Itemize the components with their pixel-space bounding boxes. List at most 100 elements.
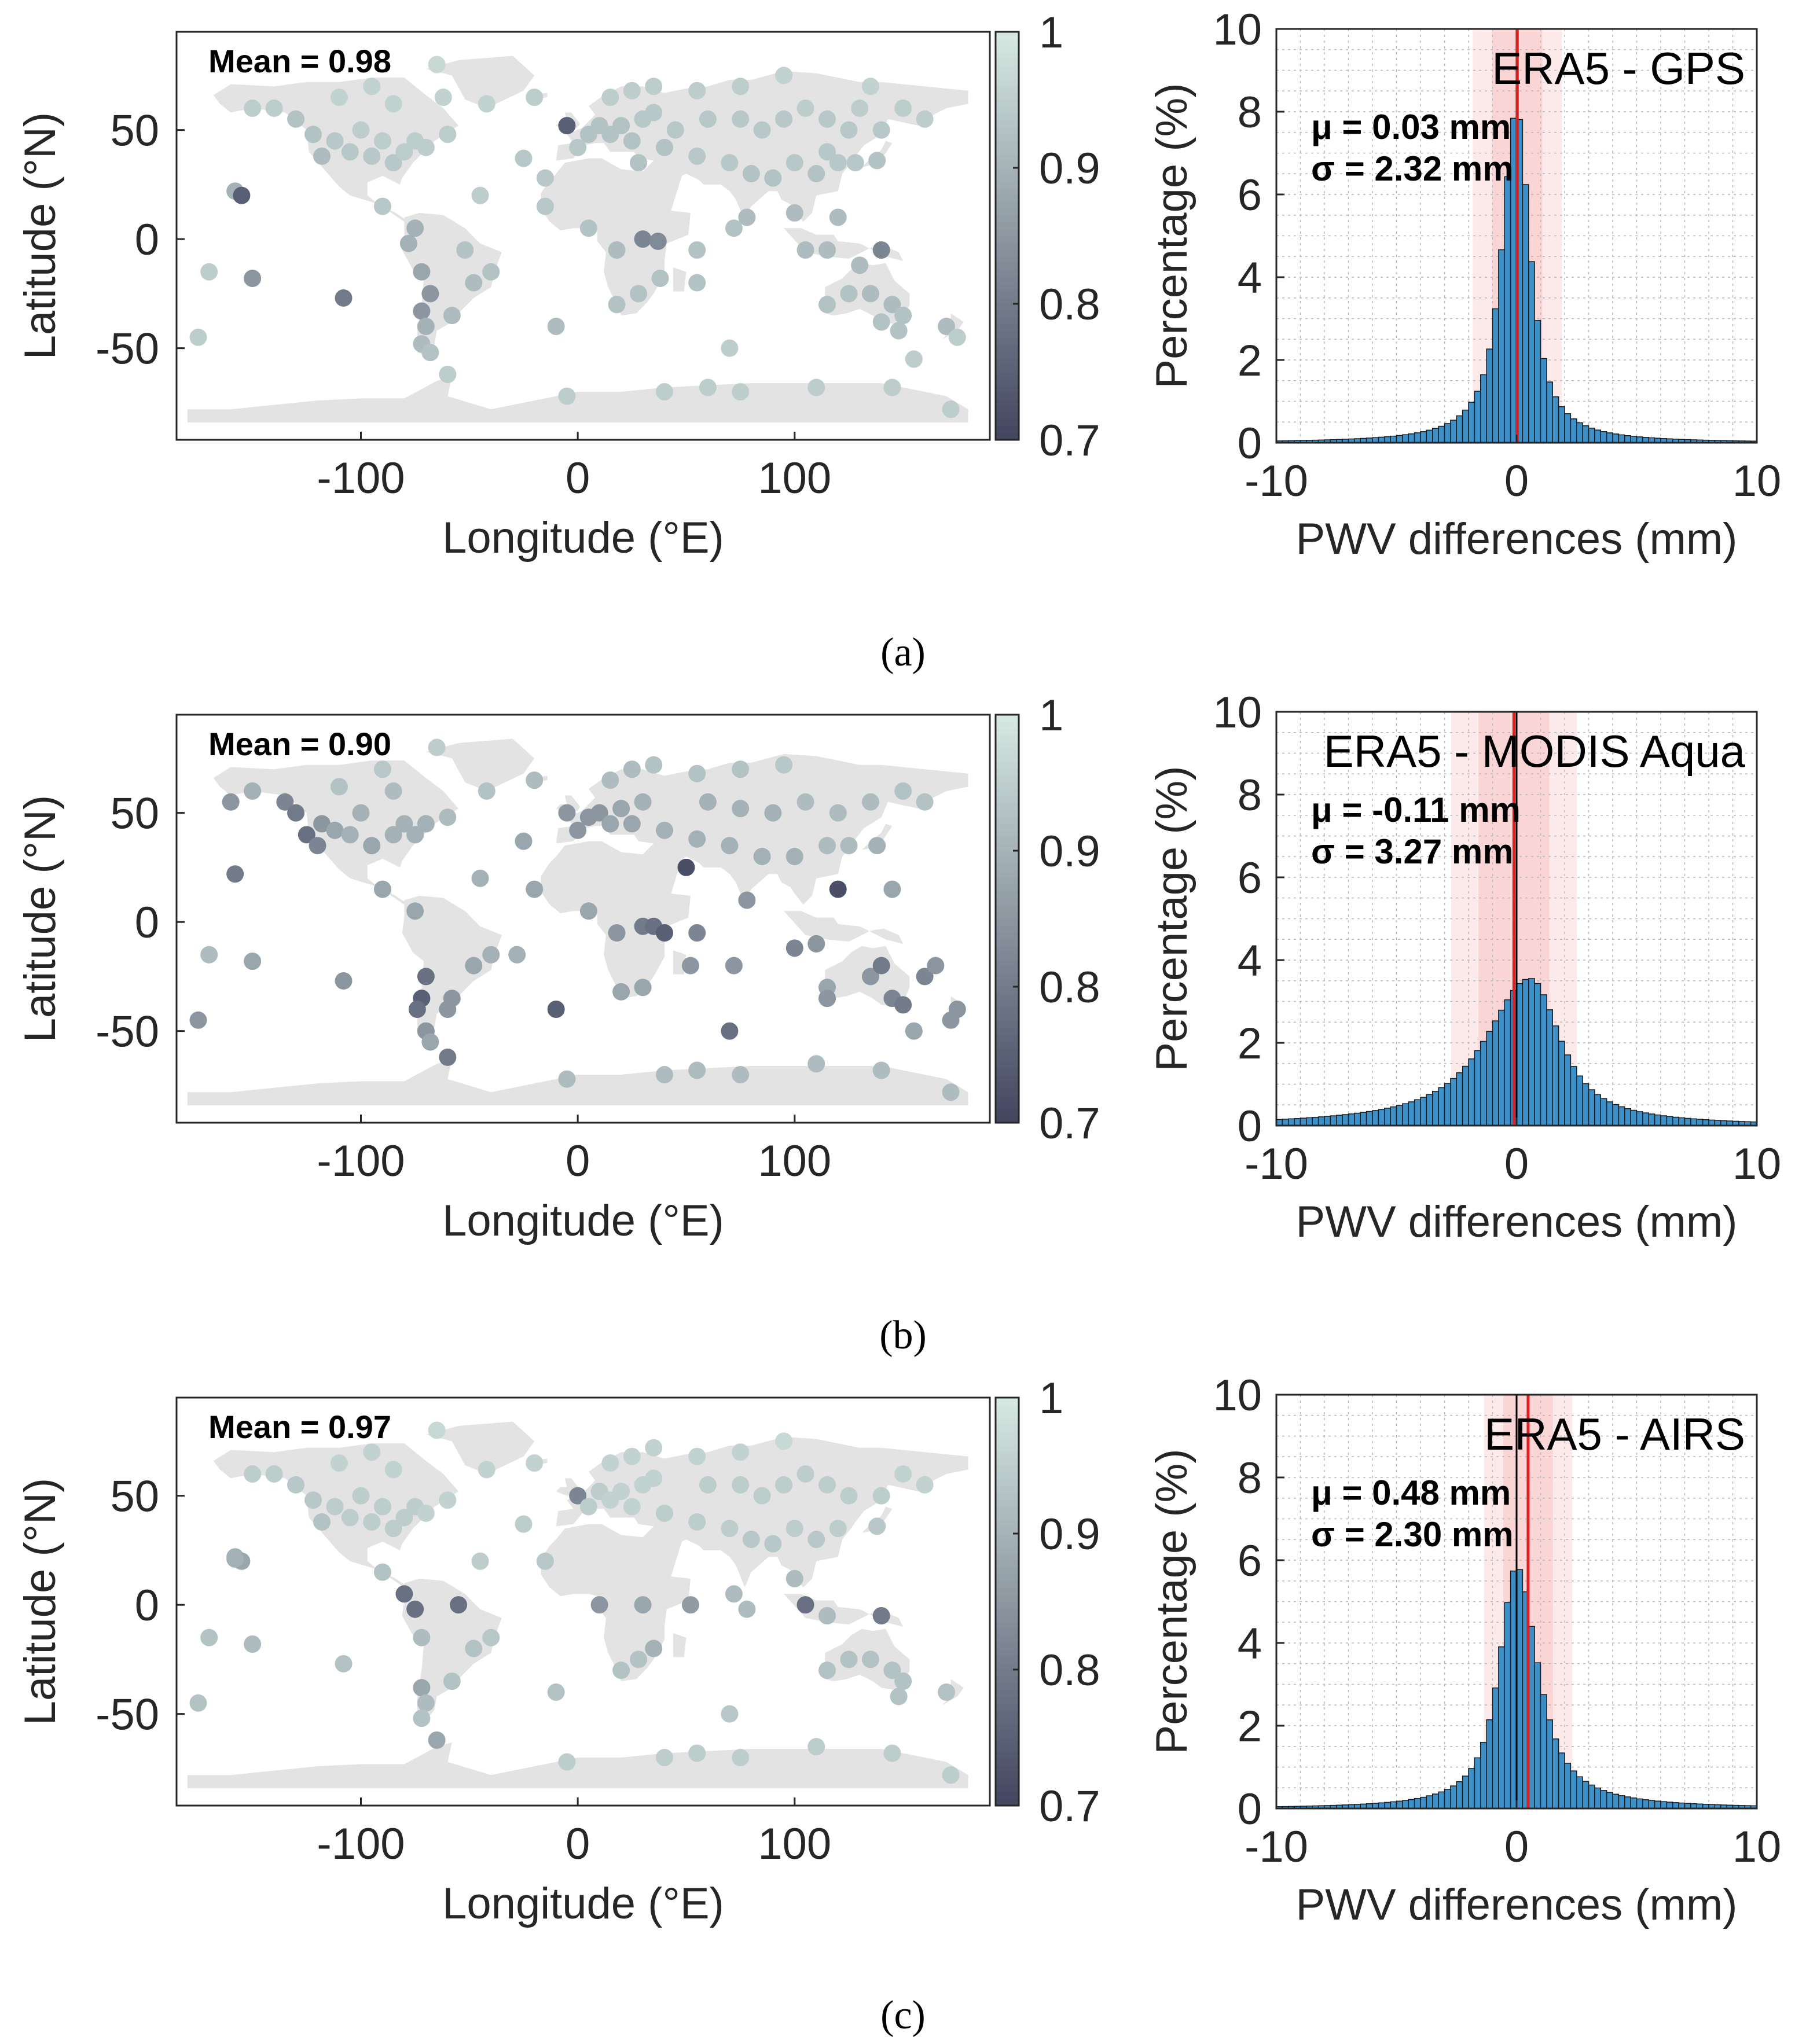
colorbar-segment: [996, 898, 1019, 906]
colorbar-segment: [996, 775, 1019, 784]
station-point: [439, 1048, 457, 1066]
colorbar-segment: [996, 925, 1019, 933]
colorbar-segment: [996, 946, 1019, 954]
station-point: [200, 1628, 218, 1646]
landmass: [673, 267, 687, 292]
station-point: [373, 1563, 391, 1581]
histogram-bar: [1576, 1075, 1583, 1126]
x-tick-label: 10: [1732, 1822, 1782, 1872]
station-point: [807, 935, 825, 953]
colorbar-tick-label: 0.7: [1039, 1099, 1100, 1148]
colorbar-segment: [996, 113, 1019, 121]
y-tick-label: 2: [1238, 1019, 1262, 1068]
histogram-bar: [1516, 983, 1524, 1126]
colorbar-segment: [996, 372, 1019, 380]
colorbar-segment: [996, 1082, 1019, 1090]
colorbar-segment: [996, 1472, 1019, 1480]
colorbar-segment: [996, 1703, 1019, 1711]
colorbar-segment: [996, 1554, 1019, 1561]
colorbar-segment: [996, 1710, 1019, 1718]
y-tick-label: 2: [1238, 1702, 1262, 1751]
histogram-bar: [1672, 1116, 1679, 1126]
station-point: [331, 778, 348, 796]
station-point: [478, 1461, 495, 1479]
station-point: [373, 880, 391, 898]
station-point: [688, 1744, 706, 1762]
station-point: [775, 756, 793, 774]
colorbar-segment: [996, 721, 1019, 729]
station-point: [395, 1585, 413, 1603]
station-point: [651, 270, 669, 288]
colorbar-segment: [996, 1047, 1019, 1056]
y-tick-label: 6: [1238, 1536, 1262, 1586]
station-point: [894, 99, 912, 117]
y-tick-label: 0: [135, 898, 159, 947]
x-tick-label: 0: [1504, 1139, 1529, 1189]
mu-label: μ = 0.48 mm: [1311, 1473, 1511, 1512]
colorbar-segment: [996, 32, 1019, 39]
histogram-bar: [1558, 1752, 1565, 1809]
colorbar-segment: [996, 1014, 1019, 1021]
station-point: [189, 328, 207, 346]
station-point: [883, 296, 901, 314]
colorbar-segment: [996, 256, 1019, 264]
histogram-bar: [1528, 261, 1535, 443]
station-point: [482, 263, 500, 281]
colorbar-segment: [996, 1649, 1019, 1657]
colorbar-segment: [996, 1670, 1019, 1677]
station-point: [612, 1483, 630, 1501]
station-point: [515, 832, 533, 850]
colorbar-segment: [996, 1758, 1019, 1766]
colorbar-segment: [996, 1588, 1019, 1596]
station-point: [558, 387, 576, 405]
colorbar-segment: [996, 817, 1019, 824]
histogram-title: ERA5 - AIRS: [1484, 1409, 1745, 1460]
histogram-bar: [1480, 1741, 1487, 1809]
x-tick-label: 0: [566, 1819, 590, 1869]
station-point: [796, 1465, 814, 1483]
colorbar-segment: [996, 52, 1019, 60]
colorbar-segment: [996, 154, 1019, 162]
station-point: [890, 1688, 908, 1705]
x-axis-label: PWV differences (mm): [1296, 1197, 1738, 1247]
station-point: [547, 1000, 565, 1018]
station-point: [417, 815, 435, 833]
colorbar-segment: [996, 277, 1019, 284]
histogram-bar: [1420, 1097, 1427, 1126]
histogram-bar: [1558, 406, 1565, 443]
colorbar-segment: [996, 973, 1019, 981]
y-tick-label: 4: [1238, 936, 1262, 986]
station-point: [456, 241, 474, 259]
station-point: [623, 815, 641, 833]
station-point: [785, 1520, 803, 1538]
station-point: [721, 339, 739, 357]
station-point: [443, 1672, 461, 1690]
colorbar-segment: [996, 769, 1019, 777]
map-panel-b: Mean = 0.90 -100 0 100 50 0 -50 Longitude (°E) L…: [16, 691, 1100, 1245]
station-point: [927, 957, 945, 975]
histogram-bar: [1606, 432, 1613, 443]
histogram-bar: [1552, 396, 1559, 443]
histogram-bar: [1348, 1113, 1355, 1126]
colorbar-segment: [996, 810, 1019, 818]
colorbar-segment: [996, 1717, 1019, 1725]
colorbar-segment: [996, 100, 1019, 108]
station-point: [785, 939, 803, 957]
histogram-bar: [1528, 978, 1535, 1126]
colorbar-segment: [996, 433, 1019, 440]
histogram-bar: [1372, 1110, 1379, 1126]
histogram-bar: [1552, 1738, 1559, 1809]
histogram-bar: [1546, 1009, 1553, 1126]
histogram-bar: [1546, 381, 1553, 443]
station-point: [623, 132, 641, 150]
station-point: [515, 1515, 533, 1533]
histogram-title: ERA5 - MODIS Aqua: [1324, 726, 1746, 777]
histogram-bar: [1594, 1787, 1601, 1809]
station-point: [298, 826, 315, 844]
station-point: [244, 953, 262, 970]
histogram-bar: [1606, 1101, 1613, 1126]
colorbar-segment: [996, 884, 1019, 892]
colorbar-frame: [994, 714, 1020, 1124]
station-point: [579, 1498, 597, 1516]
histogram-bar: [1618, 1106, 1625, 1126]
